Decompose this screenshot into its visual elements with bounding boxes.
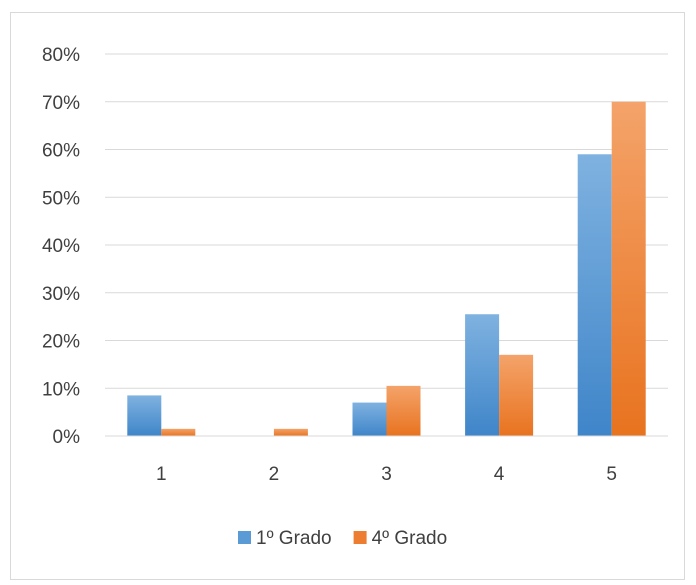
y-tick-label: 30% <box>42 284 80 305</box>
bar-2-4 <box>499 354 534 436</box>
y-tick-label: 40% <box>42 236 80 257</box>
bar-1-1 <box>127 395 162 436</box>
bar-2-2 <box>273 428 308 436</box>
bar-1-3 <box>352 402 387 436</box>
x-tick-label: 2 <box>269 464 280 485</box>
bar-2-5 <box>611 101 646 436</box>
x-tick-label: 5 <box>606 464 617 485</box>
legend-swatch <box>353 531 367 544</box>
x-tick-label: 4 <box>494 464 505 485</box>
bar-2-3 <box>386 385 421 436</box>
chart-frame <box>10 12 685 580</box>
y-tick-label: 10% <box>42 379 80 400</box>
y-tick-label: 60% <box>42 141 80 162</box>
x-tick-label: 1 <box>156 464 167 485</box>
y-tick-label: 0% <box>53 427 81 448</box>
x-axis-ticks: 1 2 3 4 5 <box>156 464 617 485</box>
bars <box>127 101 646 436</box>
gridlines <box>105 53 668 389</box>
legend: 1º Grado 4º Grado <box>238 528 447 549</box>
y-tick-label: 70% <box>42 93 80 114</box>
legend-swatch <box>238 531 251 544</box>
x-tick-label: 3 <box>381 464 392 485</box>
bar-1-4 <box>465 314 500 436</box>
legend-label: 1º Grado <box>256 528 332 549</box>
y-tick-label: 80% <box>42 45 80 66</box>
y-axis-ticks: 0% 10% 20% 30% 40% 50% 60% 70% 80% <box>42 45 80 448</box>
bar-1-5 <box>577 154 612 436</box>
legend-label: 4º Grado <box>372 528 448 549</box>
bar-2-1 <box>161 428 196 436</box>
y-tick-label: 50% <box>42 188 80 209</box>
y-tick-label: 20% <box>42 332 80 353</box>
